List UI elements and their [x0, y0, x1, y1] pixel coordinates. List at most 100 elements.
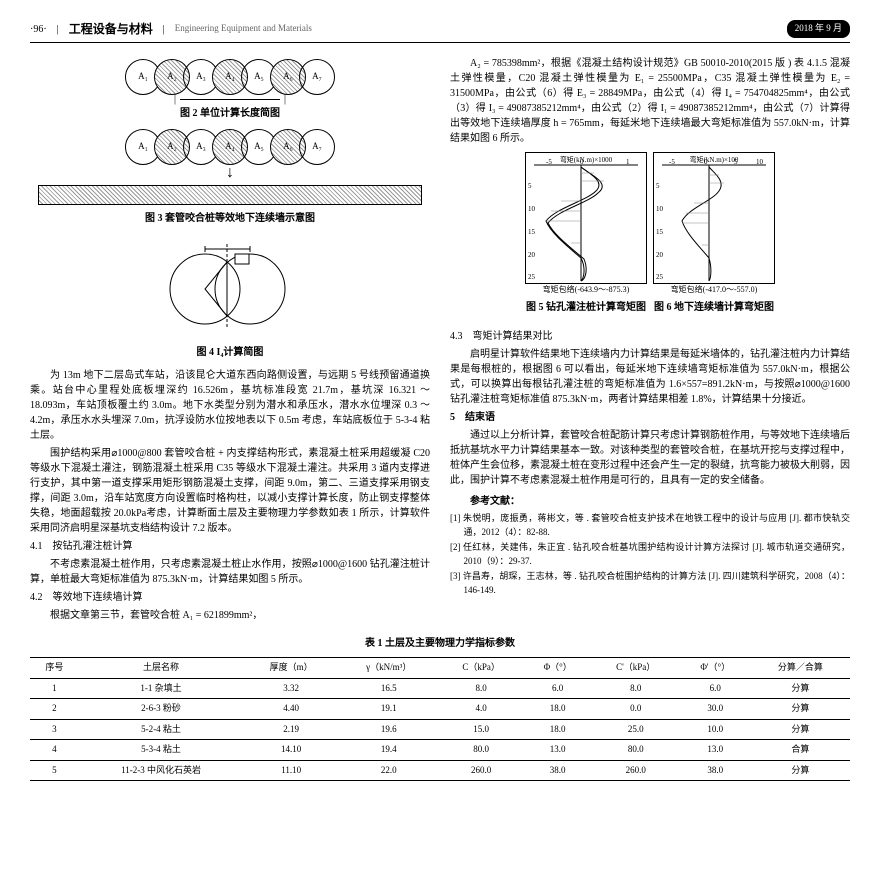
- svg-text:15: 15: [528, 228, 536, 236]
- table-cell: 1-1 杂填土: [79, 678, 244, 699]
- table-header-cell: 序号: [30, 658, 79, 679]
- table-cell: 合算: [751, 740, 850, 761]
- figure-5-chart: 弯矩(kN.m)×1000 -501 5 10 15 20 25: [525, 152, 647, 284]
- table-header-cell: C'（kPa）: [592, 658, 680, 679]
- body-paragraph: 启明星计算软件结果地下连续墙内力计算结果是每延米墙体的，钻孔灌注桩内力计算结果是…: [450, 347, 850, 407]
- table-header-cell: γ（kN/m³）: [339, 658, 439, 679]
- table-cell: 3.32: [243, 678, 339, 699]
- table-cell: 80.0: [439, 740, 524, 761]
- figure-6-chart: 弯矩(kN.m)×100 -50 510 5 10 15 20 25: [653, 152, 775, 284]
- table-row: 11-1 杂填土3.3216.58.06.08.06.0分算: [30, 678, 850, 699]
- table-cell: 18.0: [524, 699, 592, 720]
- table-cell: 30.0: [680, 699, 751, 720]
- table-cell: 4.0: [439, 699, 524, 720]
- table-cell: 2.19: [243, 719, 339, 740]
- reference-item: [2] 任红林，关建伟，朱正宜 . 钻孔咬合桩基坑围护结构设计计算方法探讨 [J…: [450, 541, 850, 568]
- svg-text:10: 10: [756, 158, 764, 166]
- references-title: 参考文献：: [450, 494, 850, 509]
- pile-circle: A₇: [299, 59, 335, 95]
- table-cell: 10.0: [680, 719, 751, 740]
- table-row: 22-6-3 粉砂4.4019.14.018.00.030.0分算: [30, 699, 850, 720]
- figure-3-caption: 图 3 套管咬合桩等效地下连续墙示意图: [30, 211, 430, 226]
- issue-date: 2018 年 9 月: [787, 20, 850, 38]
- figure-4-caption: 图 4 I₄计算简图: [30, 345, 430, 360]
- body-paragraph: 不考虑素混凝土桩作用，只考虑素混凝土桩止水作用，按照⌀1000@1600 钻孔灌…: [30, 557, 430, 587]
- pile-circle: A₇: [299, 129, 335, 165]
- body-paragraph: A₂ = 785398mm²，根据《混凝土结构设计规范》GB 50010-201…: [450, 56, 850, 146]
- table-cell: 22.0: [339, 760, 439, 781]
- body-paragraph: 为 13m 地下二层岛式车站，沿该昆仑大道东西向路侧设置，与远期 5 号线预留通…: [30, 368, 430, 443]
- figure-5-subtitle: 弯矩包络(-643.9～-875.3): [525, 284, 647, 296]
- table-cell: 19.4: [339, 740, 439, 761]
- equivalent-wall: [38, 185, 422, 205]
- table-1-title: 表 1 土层及主要物理力学指标参数: [30, 636, 850, 651]
- table-cell: 3: [30, 719, 79, 740]
- table-cell: 0.0: [592, 699, 680, 720]
- svg-text:0: 0: [580, 158, 584, 166]
- table-cell: 38.0: [680, 760, 751, 781]
- section-4-2-title: 4.2 等效地下连续墙计算: [30, 590, 430, 605]
- section-5-title: 5 结束语: [450, 410, 850, 425]
- figure-2: A₁ A₂ A₃ A₄ A₅ A₆ A₇ | |: [30, 59, 430, 100]
- figure-6-subtitle: 弯矩包络(-417.0～-557.0): [653, 284, 775, 296]
- table-header-cell: Φ（°）: [524, 658, 592, 679]
- figure-5-caption: 图 5 钻孔灌注桩计算弯矩图: [525, 300, 647, 315]
- section-4-1-title: 4.1 按钻孔灌注桩计算: [30, 539, 430, 554]
- table-cell: 5: [30, 760, 79, 781]
- figure-3: A₁ A₂ A₃ A₄ A₅ A₆ A₇ ↓: [30, 129, 430, 205]
- table-header-cell: Φ'（°）: [680, 658, 751, 679]
- table-cell: 分算: [751, 719, 850, 740]
- body-paragraph: 围护结构采用⌀1000@800 套管咬合桩 + 内支撑结构形式，素混凝土桩采用超…: [30, 446, 430, 536]
- table-cell: 14.10: [243, 740, 339, 761]
- table-cell: 5-3-4 粘土: [79, 740, 244, 761]
- arrow-down-icon: ↓: [30, 165, 430, 181]
- svg-text:1: 1: [626, 158, 630, 166]
- moment-charts: 弯矩(kN.m)×1000 -501 5 10 15 20 25: [450, 152, 850, 323]
- table-cell: 8.0: [439, 678, 524, 699]
- table-cell: 260.0: [592, 760, 680, 781]
- svg-text:弯矩(kN.m)×100: 弯矩(kN.m)×100: [690, 155, 739, 164]
- table-row: 35-2-4 粘土2.1919.615.018.025.010.0分算: [30, 719, 850, 740]
- table-cell: 分算: [751, 699, 850, 720]
- figure-4: [30, 234, 430, 339]
- table-cell: 6.0: [680, 678, 751, 699]
- svg-text:弯矩(kN.m)×1000: 弯矩(kN.m)×1000: [560, 155, 613, 164]
- table-cell: 4: [30, 740, 79, 761]
- table-cell: 38.0: [524, 760, 592, 781]
- page-header: ·96· | 工程设备与材料 | Engineering Equipment a…: [30, 20, 850, 43]
- table-cell: 4.40: [243, 699, 339, 720]
- journal-title-en: Engineering Equipment and Materials: [175, 22, 312, 36]
- svg-text:-5: -5: [669, 158, 675, 166]
- table-cell: 19.6: [339, 719, 439, 740]
- table-cell: 80.0: [592, 740, 680, 761]
- svg-text:10: 10: [528, 205, 536, 213]
- table-row: 45-3-4 粘土14.1019.480.013.080.013.0合算: [30, 740, 850, 761]
- table-header-cell: 土层名称: [79, 658, 244, 679]
- reference-item: [1] 朱悦明，庞振勇，蒋彬文，等 . 套管咬合桩支护技术在地铁工程中的设计与应…: [450, 512, 850, 539]
- table-header-cell: 分算／合算: [751, 658, 850, 679]
- table-cell: 5-2-4 粘土: [79, 719, 244, 740]
- section-4-3-title: 4.3 弯矩计算结果对比: [450, 329, 850, 344]
- table-row: 511-2-3 中风化石英岩11.1022.0260.038.0260.038.…: [30, 760, 850, 781]
- svg-text:25: 25: [528, 273, 536, 281]
- table-cell: 260.0: [439, 760, 524, 781]
- svg-text:20: 20: [656, 251, 664, 259]
- svg-text:15: 15: [656, 228, 664, 236]
- table-cell: 6.0: [524, 678, 592, 699]
- table-cell: 11.10: [243, 760, 339, 781]
- svg-text:5: 5: [734, 158, 738, 166]
- table-header-row: 序号土层名称厚度（m）γ（kN/m³）C（kPa）Φ（°）C'（kPa）Φ'（°…: [30, 658, 850, 679]
- svg-text:-5: -5: [546, 158, 552, 166]
- table-cell: 13.0: [680, 740, 751, 761]
- figure-2-caption: 图 2 单位计算长度简图: [30, 106, 430, 121]
- table-cell: 1: [30, 678, 79, 699]
- figure-6-caption: 图 6 地下连续墙计算弯矩图: [653, 300, 775, 315]
- svg-text:0: 0: [704, 158, 708, 166]
- table-cell: 18.0: [524, 719, 592, 740]
- svg-text:5: 5: [656, 182, 660, 190]
- table-cell: 分算: [751, 760, 850, 781]
- table-cell: 19.1: [339, 699, 439, 720]
- svg-text:20: 20: [528, 251, 536, 259]
- table-cell: 13.0: [524, 740, 592, 761]
- table-cell: 15.0: [439, 719, 524, 740]
